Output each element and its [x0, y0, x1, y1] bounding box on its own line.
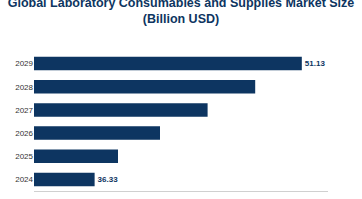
svg-text:36.33: 36.33: [98, 175, 119, 184]
svg-text:2026: 2026: [15, 129, 33, 138]
svg-text:2025: 2025: [15, 152, 33, 161]
svg-text:2027: 2027: [15, 106, 33, 115]
svg-text:2028: 2028: [15, 83, 33, 92]
svg-text:Global Laboratory Consumables: Global Laboratory Consumables and Suppli…: [8, 0, 355, 26]
svg-text:51.13: 51.13: [305, 59, 326, 68]
svg-text:2024: 2024: [15, 175, 33, 184]
svg-text:2029: 2029: [15, 59, 33, 68]
